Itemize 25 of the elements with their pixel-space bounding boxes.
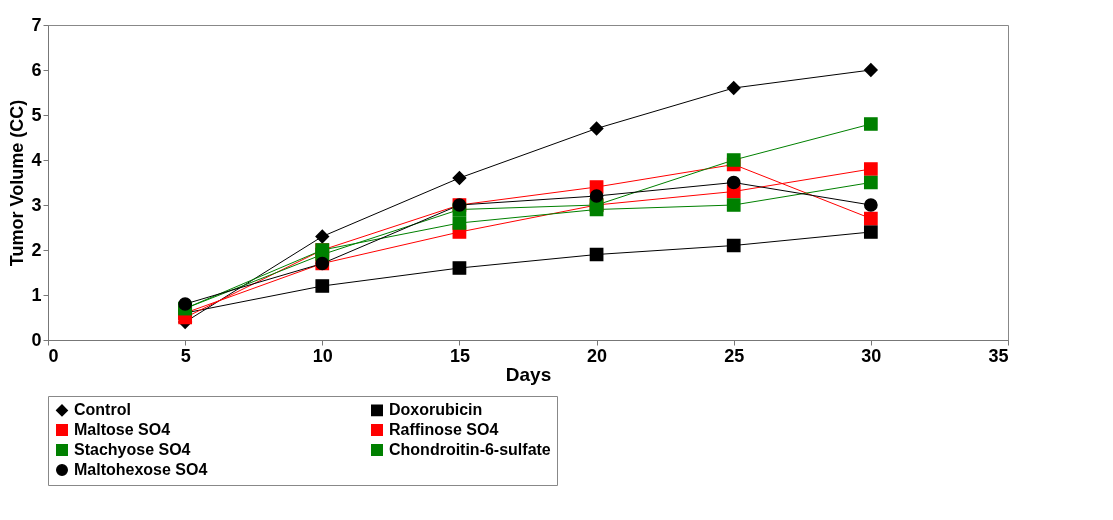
legend-label: Control [74, 401, 131, 419]
x-tick-label: 10 [312, 345, 333, 366]
x-tick-label: 20 [587, 345, 608, 366]
y-tick-label: 4 [31, 149, 42, 170]
legend-label: Raffinose SO4 [389, 421, 499, 438]
y-tick-label: 2 [31, 239, 42, 260]
y-axis-title: Tumor Volume (CC) [7, 99, 28, 267]
x-tick-label: 0 [48, 345, 59, 366]
x-tick-label: 15 [449, 345, 470, 366]
x-axis-title: Days [505, 363, 552, 385]
legend-label: Stachyose SO4 [74, 441, 191, 458]
y-tick-label: 7 [31, 14, 42, 35]
legend-label: Doxorubicin [389, 401, 483, 419]
y-tick-label: 3 [31, 194, 42, 215]
y-tick-label: 5 [31, 104, 42, 125]
x-tick-label: 25 [724, 345, 745, 366]
legend-label: Chondroitin-6-sulfate [389, 441, 551, 458]
x-tick-label: 30 [861, 345, 882, 366]
x-tick-label: 5 [180, 345, 191, 366]
y-tick-label: 1 [31, 284, 42, 305]
x-tick-label: 35 [988, 345, 1009, 366]
legend-label: Maltohexose SO4 [74, 461, 208, 478]
y-tick-label: 6 [31, 59, 42, 80]
legend-label: Maltose SO4 [74, 421, 171, 438]
y-tick-label: 0 [31, 329, 42, 350]
